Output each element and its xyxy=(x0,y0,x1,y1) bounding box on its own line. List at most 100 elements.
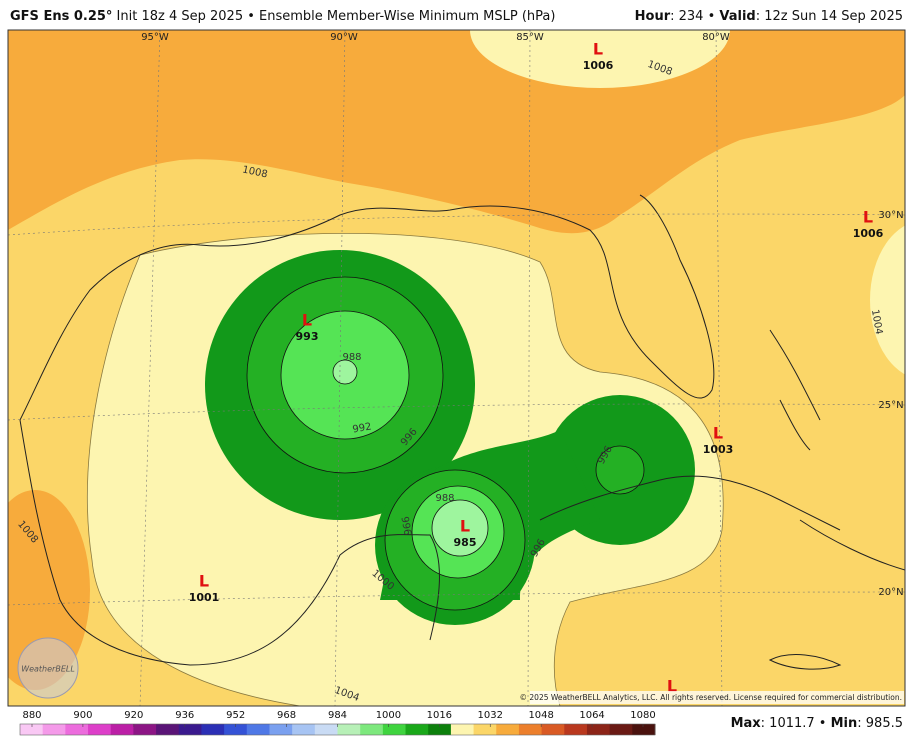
colorbar-tick-label: 952 xyxy=(226,710,245,721)
text-part: : 985.5 xyxy=(857,716,903,731)
colorbar-swatch xyxy=(110,724,134,735)
cuba xyxy=(539,475,841,531)
colorbar-swatch xyxy=(156,724,180,735)
colorbar-swatch xyxy=(473,724,497,735)
colorbar-tick-label: 1064 xyxy=(579,710,604,721)
colorbar-swatch xyxy=(450,724,475,735)
colorbar-tick-label: 1000 xyxy=(376,710,401,721)
mexico-coast xyxy=(19,419,440,666)
text-part: GFS Ens 0.25° xyxy=(10,9,112,24)
colorbar-swatch xyxy=(360,724,384,735)
colorbar-swatch xyxy=(292,724,316,735)
band-1008 xyxy=(8,490,90,690)
contour-label: 996 xyxy=(398,516,412,537)
colorbar-tick-label: 1080 xyxy=(630,710,655,721)
text-part: : 234 • xyxy=(670,9,719,24)
colorbar-swatch xyxy=(564,724,588,735)
text-part: Init 18z 4 Sep 2025 • Ensemble Member-Wi… xyxy=(112,9,555,24)
low-symbol: L xyxy=(593,40,603,59)
low-pressure: 993 xyxy=(296,330,319,343)
colorbar-swatch xyxy=(88,724,112,735)
colorbar-tick-label: 880 xyxy=(22,710,41,721)
colorbar-swatch xyxy=(632,724,656,735)
text-part: Max xyxy=(731,716,762,731)
jamaica xyxy=(768,654,842,670)
gulf-coast xyxy=(19,194,715,421)
low-pressure: 985 xyxy=(454,536,477,549)
colorbar-tick-label: 984 xyxy=(328,710,347,721)
colorbar-swatch xyxy=(269,724,293,735)
band-1004-pale xyxy=(870,225,905,375)
colorbar-swatch xyxy=(382,724,407,735)
colorbar-swatch xyxy=(541,724,565,735)
low-pressure: 1003 xyxy=(703,443,734,456)
graticule-label: 80°W xyxy=(702,32,730,43)
graticule-label: 30°N xyxy=(878,210,903,221)
colorbar-swatch xyxy=(496,724,520,735)
graticule-label: 25°N xyxy=(878,400,903,411)
contour-984 xyxy=(332,359,358,385)
low-symbol: L xyxy=(302,311,312,330)
contour-996-inner xyxy=(595,445,645,495)
logo-badge xyxy=(17,637,79,699)
band-1004-pale xyxy=(470,30,730,88)
colorbar-swatch xyxy=(246,724,270,735)
colorbar-swatch xyxy=(337,724,361,735)
parallels xyxy=(8,213,905,606)
colorbar-tick-label: 1032 xyxy=(478,710,503,721)
colorbar-swatch xyxy=(201,724,225,735)
colorbar-tick-label: 968 xyxy=(277,710,296,721)
footer-text: Max: 1011.7 • Min: 985.5 xyxy=(731,716,903,731)
colorbar-tick-label: 920 xyxy=(124,710,143,721)
low-pressure: 1006 xyxy=(583,59,614,72)
colorbar-swatch xyxy=(405,724,429,735)
header-right_parts-text: Hour: 234 • Valid: 12z Sun 14 Sep 2025 xyxy=(635,9,903,24)
text-part: : 12z Sun 14 Sep 2025 xyxy=(756,9,903,24)
text-part: Hour xyxy=(635,9,671,24)
colorbar-tick-label: 936 xyxy=(175,710,194,721)
contour-label: 988 xyxy=(435,493,454,504)
graticule-label: 90°W xyxy=(330,32,358,43)
colorbar-swatch xyxy=(428,724,452,735)
colorbar-tick-label: 1048 xyxy=(528,710,553,721)
coastline xyxy=(19,194,905,670)
text-part: Min xyxy=(831,716,858,731)
low-pressure: 1006 xyxy=(853,227,884,240)
colorbar-tick-label: 900 xyxy=(73,710,92,721)
band-1008 xyxy=(8,30,905,234)
colorbar-swatch xyxy=(42,724,66,735)
text-part: Valid xyxy=(719,9,755,24)
map-frame xyxy=(7,29,906,707)
low-symbol: L xyxy=(460,517,470,536)
copyright: © 2025 WeatherBELL Analytics, LLC. All r… xyxy=(520,693,902,702)
colorbar-swatch xyxy=(609,724,633,735)
header-left_parts-text: GFS Ens 0.25° Init 18z 4 Sep 2025 • Ense… xyxy=(10,9,555,24)
graticule xyxy=(8,30,905,706)
colorbar-swatch xyxy=(178,724,202,735)
colorbar-swatch xyxy=(20,724,44,735)
graticule-label: 85°W xyxy=(516,32,544,43)
contour-label: 992 xyxy=(352,421,373,435)
low-symbol: L xyxy=(667,677,677,696)
graticule-label: 20°N xyxy=(878,587,903,598)
colorbar-swatch xyxy=(133,724,157,735)
contour-984 xyxy=(431,499,489,557)
hispaniola xyxy=(799,519,905,571)
bahamas xyxy=(769,329,821,451)
colorbar-swatch xyxy=(518,724,543,735)
map xyxy=(8,30,905,706)
colorbar-tick-label: 1016 xyxy=(427,710,452,721)
colorbar-swatch xyxy=(65,724,89,735)
low-symbol: L xyxy=(713,424,723,443)
low-symbol: L xyxy=(199,572,209,591)
copyright-backing xyxy=(530,691,904,704)
colorbar-swatch xyxy=(314,724,338,735)
contour-label: 988 xyxy=(342,352,361,363)
contour-label: 1004 xyxy=(869,309,884,336)
graticule-label: 95°W xyxy=(141,32,169,43)
colorbar-swatch xyxy=(224,724,248,735)
low-pressure: 1001 xyxy=(189,591,220,604)
text-part: : 1011.7 • xyxy=(761,716,831,731)
low-symbol: L xyxy=(863,208,873,227)
